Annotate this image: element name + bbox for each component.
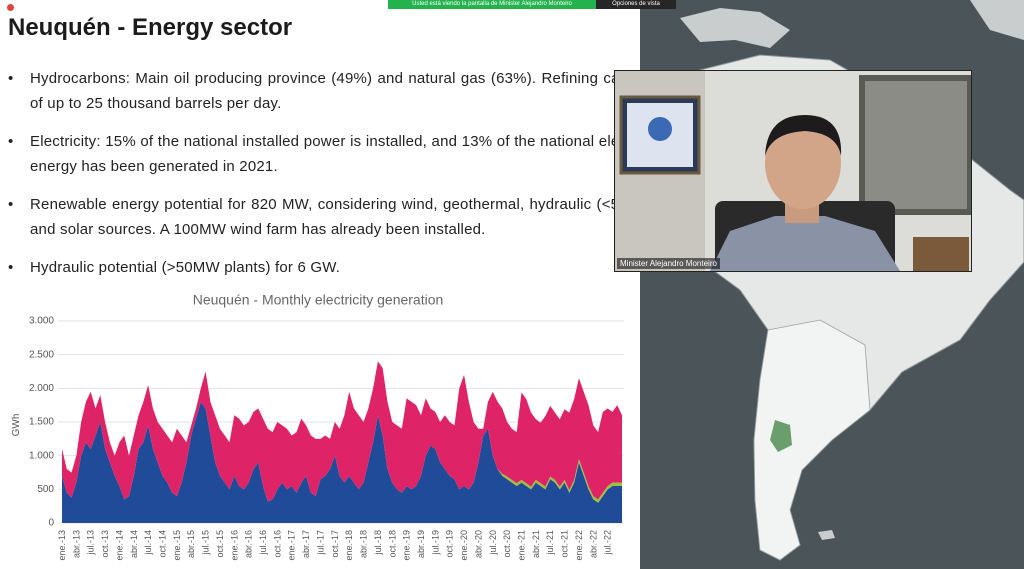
bullet-list: Hydrocarbons: Main oil producing provinc… xyxy=(8,66,640,293)
argentina xyxy=(753,319,871,561)
video-feed xyxy=(615,71,971,271)
y-tick-label: 500 xyxy=(37,484,54,495)
x-tick-label: oct.-20 xyxy=(502,530,512,558)
y-tick-label: 3.000 xyxy=(29,316,54,327)
x-tick-label: abr.-15 xyxy=(186,530,196,558)
x-tick-label: ene.-15 xyxy=(172,530,182,561)
bullet: Hydrocarbons: Main oil producing provinc… xyxy=(8,66,640,116)
video-tile: Minister Alejandro Monteiro xyxy=(614,70,972,272)
islands xyxy=(818,530,835,540)
area-series xyxy=(62,401,622,523)
x-tick-label: abr.-19 xyxy=(416,530,426,558)
x-tick-label: oct.-16 xyxy=(272,530,282,558)
x-tick-label: oct.-17 xyxy=(330,530,340,558)
x-tick-label: jul.-22 xyxy=(603,530,613,556)
x-tick-label: jul.-13 xyxy=(86,530,96,556)
x-tick-label: oct.-18 xyxy=(387,530,397,558)
screen-share-notice: Usted está viendo la pantalla de Ministe… xyxy=(388,0,596,9)
x-tick-label: ene.-20 xyxy=(459,530,469,561)
shirt xyxy=(710,216,900,271)
x-tick-label: oct.-13 xyxy=(100,530,110,558)
x-tick-label: abr.-17 xyxy=(301,530,311,558)
x-tick-label: jul.-18 xyxy=(373,530,383,556)
bullet: Renewable energy potential for 820 MW, c… xyxy=(8,192,640,242)
land xyxy=(970,0,1024,40)
participant-name: Minister Alejandro Monteiro xyxy=(617,258,720,269)
x-tick-label: jul.-20 xyxy=(488,530,498,556)
y-tick-label: 0 xyxy=(48,518,54,529)
x-tick-label: ene.-16 xyxy=(229,530,239,561)
x-tick-label: oct.-19 xyxy=(445,530,455,558)
x-tick-label: abr.-14 xyxy=(129,530,139,558)
y-axis-label: GWh xyxy=(11,414,22,437)
x-tick-label: ene.-22 xyxy=(574,530,584,561)
x-tick-label: ene.-13 xyxy=(57,530,67,561)
area-series xyxy=(62,361,622,502)
x-tick-label: abr.-13 xyxy=(71,530,81,558)
x-tick-label: abr.-22 xyxy=(588,530,598,558)
x-tick-label: abr.-21 xyxy=(531,530,541,558)
x-tick-label: abr.-20 xyxy=(473,530,483,558)
x-tick-label: oct.-21 xyxy=(560,530,570,558)
x-tick-label: ene.-14 xyxy=(114,530,124,561)
x-tick-label: jul.-21 xyxy=(545,530,555,556)
view-options-button[interactable]: Opciones de vista xyxy=(596,0,676,9)
small-frame xyxy=(913,237,969,271)
x-tick-label: ene.-21 xyxy=(516,530,526,561)
x-tick-label: jul.-15 xyxy=(201,530,211,556)
caribbean-land xyxy=(680,8,790,48)
emblem xyxy=(648,117,672,141)
y-tick-label: 2.500 xyxy=(29,349,54,360)
neuquen-region xyxy=(770,420,792,452)
x-tick-label: ene.-17 xyxy=(287,530,297,561)
x-tick-label: oct.-14 xyxy=(158,530,168,558)
y-tick-label: 1.500 xyxy=(29,417,54,428)
bullet: Hydraulic potential (>50MW plants) for 6… xyxy=(8,255,640,280)
hair xyxy=(765,115,842,156)
x-tick-label: abr.-18 xyxy=(359,530,369,558)
y-tick-label: 1.000 xyxy=(29,450,54,461)
slide: Neuquén - Energy sector Hydrocarbons: Ma… xyxy=(0,0,640,569)
slide-title: Neuquén - Energy sector xyxy=(8,14,293,41)
x-tick-label: jul.-17 xyxy=(315,530,325,556)
x-tick-label: ene.-18 xyxy=(344,530,354,561)
x-tick-label: jul.-16 xyxy=(258,530,268,556)
picture xyxy=(865,81,967,209)
bullet: Electricity: 15% of the national install… xyxy=(8,129,640,179)
recording-indicator xyxy=(7,4,14,11)
x-tick-label: jul.-19 xyxy=(430,530,440,556)
x-tick-label: abr.-16 xyxy=(244,530,254,558)
x-tick-label: oct.-15 xyxy=(215,530,225,558)
chart-title: Neuquén - Monthly electricity generation xyxy=(193,292,444,308)
chart: Neuquén - Monthly electricity generation… xyxy=(11,292,624,561)
face xyxy=(765,117,841,209)
y-tick-label: 2.000 xyxy=(29,383,54,394)
x-tick-label: ene.-19 xyxy=(402,530,412,561)
x-tick-label: jul.-14 xyxy=(143,530,153,556)
